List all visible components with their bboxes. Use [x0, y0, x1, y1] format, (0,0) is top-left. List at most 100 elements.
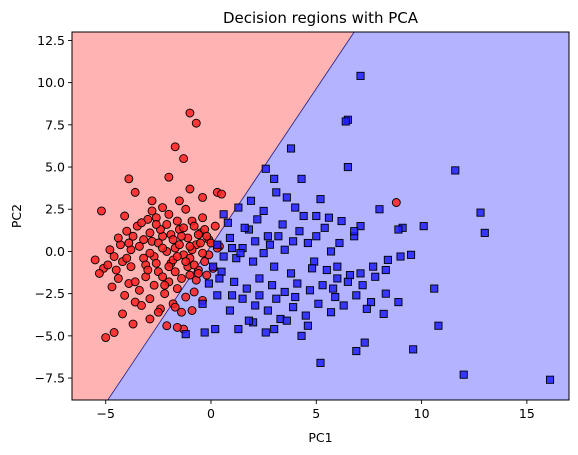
class-0-point	[185, 270, 195, 280]
class-1-point	[352, 291, 361, 300]
y-tick-label: 7.5	[45, 117, 65, 132]
class-0-point	[134, 241, 144, 251]
scatter-points	[90, 71, 555, 384]
class-0-point	[189, 287, 199, 297]
class-1-point	[341, 117, 350, 126]
class-0-point	[193, 268, 203, 278]
class-1-point	[280, 245, 289, 254]
class-1-point	[394, 225, 403, 234]
class-0-point	[158, 272, 168, 282]
class-0-point	[162, 219, 172, 229]
class-1-point	[379, 309, 388, 318]
y-axis-label: PC2	[9, 204, 24, 228]
class-1-point	[219, 210, 228, 219]
class-0-point	[202, 270, 212, 280]
class-1-point	[356, 222, 365, 231]
class-0-point	[145, 248, 155, 258]
class-1-point	[308, 264, 317, 273]
y-tick-label: 10.0	[37, 75, 65, 90]
class-1-point	[318, 281, 327, 290]
class-1-point	[219, 252, 228, 261]
class-1-point	[253, 215, 262, 224]
class-0-point	[181, 204, 191, 214]
class-0-point	[198, 213, 208, 223]
class-0-point	[172, 284, 182, 294]
class-1-point	[280, 287, 289, 297]
class-0-point	[179, 154, 189, 164]
class-1-point	[337, 217, 346, 226]
class-0-point	[124, 174, 134, 184]
class-1-point	[295, 227, 304, 236]
x-tick-label: 0	[207, 406, 215, 421]
class-0-point	[162, 321, 172, 331]
class-1-point	[198, 299, 207, 308]
class-0-point	[143, 265, 153, 275]
class-1-point	[272, 188, 281, 197]
class-1-point	[419, 222, 428, 231]
class-1-point	[345, 271, 355, 280]
class-1-point	[234, 325, 243, 334]
class-0-point	[151, 219, 161, 229]
class-1-point	[409, 345, 418, 354]
class-1-point	[255, 274, 264, 283]
class-1-point	[209, 262, 218, 271]
class-1-point	[303, 321, 312, 330]
class-1-point	[242, 284, 251, 293]
class-0-point	[168, 235, 178, 245]
class-0-point	[101, 333, 111, 342]
class-0-point	[130, 187, 140, 197]
class-1-point	[244, 316, 253, 325]
class-0-point	[172, 252, 182, 261]
class-1-point	[204, 279, 213, 288]
class-0-point	[177, 274, 186, 283]
class-1-point	[394, 298, 403, 307]
class-0-point	[109, 328, 119, 337]
class-1-point	[366, 298, 376, 307]
class-0-point	[147, 196, 157, 206]
class-1-point	[249, 257, 258, 266]
class-1-point	[286, 269, 296, 278]
y-tick-label: 5.0	[45, 160, 65, 175]
class-1-point	[358, 281, 367, 290]
class-0-point	[189, 260, 199, 270]
class-0-point	[109, 252, 119, 261]
class-0-point	[153, 307, 163, 317]
class-0-point	[94, 268, 104, 278]
class-0-point	[145, 314, 155, 324]
class-1-point	[289, 237, 298, 246]
chart-title: Decision regions with PCA	[223, 9, 419, 27]
class-1-point	[301, 311, 310, 320]
class-1-point	[297, 331, 306, 340]
class-0-point	[160, 289, 170, 299]
class-1-point	[225, 233, 234, 242]
class-1-point	[312, 211, 321, 221]
class-0-point	[174, 240, 184, 250]
class-1-point	[310, 257, 319, 266]
class-0-point	[158, 203, 168, 213]
class-0-point	[124, 238, 134, 248]
class-0-point	[164, 172, 174, 182]
class-1-point	[291, 292, 300, 302]
x-tick-label: −5	[96, 406, 114, 421]
class-0-point	[200, 257, 210, 267]
class-1-point	[232, 254, 241, 263]
class-1-point	[362, 304, 371, 313]
class-1-point	[476, 208, 485, 217]
class-0-point	[177, 231, 186, 241]
x-axis-ticks: −5 0 5 10 15	[96, 400, 535, 421]
class-1-point	[312, 232, 321, 241]
class-0-point	[97, 206, 106, 216]
class-0-point	[185, 241, 195, 251]
x-axis-label: PC1	[308, 430, 332, 445]
class-0-point	[113, 233, 123, 243]
class-1-point	[407, 250, 416, 259]
class-1-point	[240, 223, 249, 232]
class-0-point	[160, 280, 170, 290]
class-1-point	[333, 274, 342, 283]
class-0-point	[107, 282, 117, 292]
class-1-point	[268, 281, 277, 290]
class-1-point	[329, 284, 338, 293]
class-0-point	[174, 196, 184, 206]
class-0-point	[193, 230, 203, 240]
class-1-point	[339, 301, 348, 310]
